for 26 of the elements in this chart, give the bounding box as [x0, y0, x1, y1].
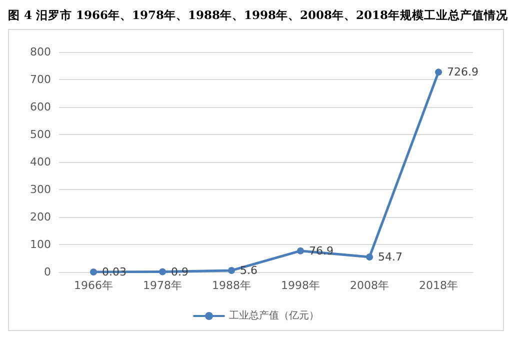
- point: [159, 268, 166, 276]
- y-tick-label: 800: [30, 46, 51, 58]
- point: [297, 247, 304, 254]
- point: [366, 253, 373, 260]
- legend-label: 工业总产值（亿元）: [229, 310, 319, 322]
- point: [228, 266, 235, 274]
- point: [435, 68, 442, 76]
- y-tick-label: 300: [30, 183, 51, 196]
- chart-title: 图 4 汨罗市 1966年、1978年、1988年、1998年、2008年、2018年规模工业总产值情况: [8, 8, 508, 23]
- y-tick-label: 0: [44, 266, 51, 278]
- point: [90, 268, 97, 276]
- y-tick-label: 600: [30, 100, 51, 114]
- x-tick-label: 1988年: [212, 279, 251, 292]
- y-tick-label: 500: [30, 128, 51, 141]
- data-label: 54.7: [378, 250, 402, 264]
- x-tick-label: 2008年: [350, 279, 389, 292]
- y-tick-label: 100: [30, 238, 51, 251]
- x-tick-label: 1998年: [281, 279, 320, 292]
- y-tick-label: 700: [30, 73, 51, 86]
- y-tick-label: 400: [30, 156, 51, 168]
- data-label: 726.9: [447, 66, 478, 79]
- x-tick-label: 1966年: [74, 279, 113, 292]
- x-tick-label: 2018年: [419, 279, 458, 292]
- y-tick-label: 200: [30, 210, 51, 224]
- data-label: 5.6: [240, 264, 258, 277]
- x-tick-label: 1978年: [143, 279, 182, 292]
